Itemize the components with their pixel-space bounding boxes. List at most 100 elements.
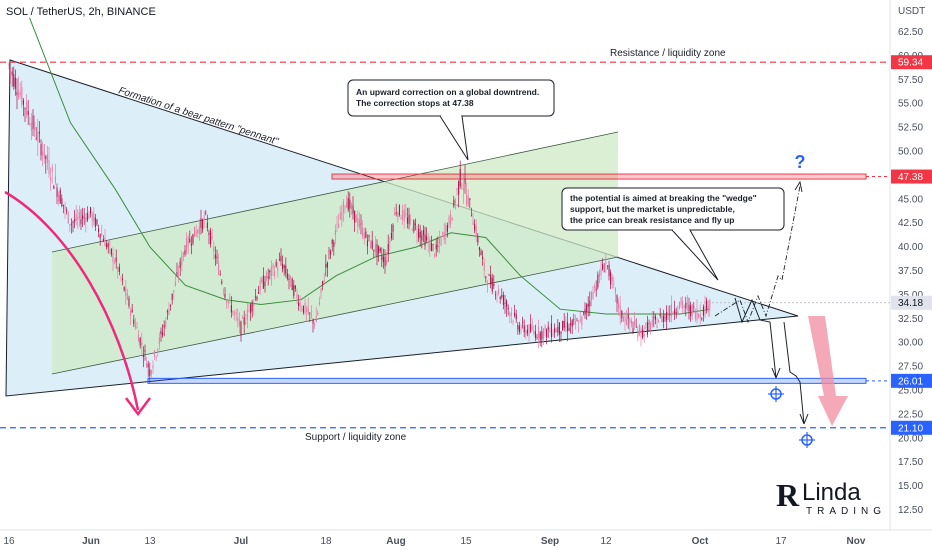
candle-body	[432, 244, 434, 245]
candle-body	[594, 285, 596, 289]
y-tick-label: 55.00	[898, 99, 923, 110]
candle-body	[355, 215, 357, 223]
candle-body	[450, 214, 452, 225]
candle-body	[237, 317, 239, 321]
channel-upper-line	[51, 131, 619, 253]
candle-body	[693, 306, 695, 308]
candle-body	[408, 214, 410, 224]
level-tag-label: 59.34	[898, 58, 923, 69]
x-tick-label: 13	[144, 536, 156, 547]
candle-body	[678, 302, 680, 309]
candle-body	[667, 312, 669, 316]
x-tick-label: Jun	[82, 536, 100, 547]
candle-body	[21, 87, 23, 105]
candle-body	[226, 301, 228, 303]
candle-body	[80, 219, 82, 225]
candle-body	[163, 325, 165, 328]
price-candles	[8, 62, 711, 383]
candle-body	[554, 327, 556, 333]
candle-body	[502, 295, 504, 305]
level-tag	[891, 55, 932, 70]
candle-body	[58, 194, 60, 201]
price-levels	[0, 61, 890, 429]
candle-body	[646, 322, 648, 335]
candle-body	[619, 305, 621, 317]
candle-body	[696, 308, 698, 320]
candle-body	[656, 325, 658, 328]
candle-body	[304, 303, 306, 313]
y-tick-label: 22.50	[898, 409, 923, 420]
curved-arrow-head	[125, 397, 151, 417]
candle-body	[256, 296, 258, 300]
candle-body	[662, 315, 664, 323]
candle-body	[634, 320, 636, 326]
candle-body	[395, 212, 397, 214]
candle-body	[666, 311, 668, 321]
candle-body	[419, 231, 421, 238]
candle-body	[192, 234, 194, 244]
candle-body	[552, 334, 554, 336]
candle-body	[483, 262, 485, 271]
candle-body	[626, 319, 628, 326]
candle-body	[218, 263, 220, 275]
candle-body	[205, 212, 207, 214]
candle-body	[645, 323, 647, 325]
candle-body	[301, 309, 303, 310]
candle-body	[443, 232, 445, 240]
candle-body	[547, 326, 549, 330]
candle-body	[381, 256, 383, 260]
candle-body	[322, 281, 324, 285]
candle-body	[346, 202, 348, 208]
candle-body	[637, 333, 639, 338]
callout-right-line-1: the potential is aimed at breaking the "…	[570, 193, 757, 203]
callout-top-line-2: The correction stops at 47.38	[356, 98, 474, 108]
candle-body	[211, 236, 213, 239]
candle-body	[94, 217, 96, 227]
candle-body	[581, 316, 583, 325]
y-tick-label: 50.00	[898, 147, 923, 158]
candle-body	[709, 300, 711, 308]
candle-body	[182, 252, 184, 257]
candle-body	[128, 298, 130, 307]
candle-body	[490, 275, 492, 285]
callout-right-line-2: support, but the market is unpredictable…	[570, 204, 735, 214]
candle-body	[670, 304, 672, 317]
candle-body	[258, 292, 260, 294]
x-tick-label: Oct	[692, 536, 709, 547]
candle-body	[469, 198, 471, 200]
candle-body	[326, 262, 328, 268]
candle-body	[504, 303, 506, 304]
candle-body	[266, 272, 268, 280]
candle-body	[608, 264, 610, 277]
candle-body	[98, 228, 100, 232]
candle-body	[459, 169, 461, 187]
candle-body	[254, 296, 256, 298]
candle-body	[347, 198, 349, 210]
candle-body	[22, 100, 24, 105]
candle-body	[566, 321, 568, 332]
target-icon	[768, 386, 784, 402]
x-tick-label: Nov	[847, 536, 866, 547]
candle-body	[474, 224, 476, 231]
candle-body	[334, 230, 336, 236]
candle-body	[344, 206, 346, 209]
candle-body	[430, 242, 432, 252]
candle-body	[186, 238, 188, 253]
level-tag-label: 34.18	[898, 298, 923, 309]
candle-body	[139, 337, 141, 346]
candle-body	[190, 243, 192, 246]
candle-body	[104, 237, 106, 247]
candle-body	[629, 318, 631, 323]
candle-body	[253, 303, 255, 307]
candle-body	[387, 244, 389, 255]
candle-body	[184, 250, 186, 255]
candle-body	[125, 287, 127, 296]
candle-body	[42, 151, 44, 156]
y-tick-label: 15.00	[898, 481, 923, 492]
candle-body	[338, 223, 340, 228]
candle-body	[99, 234, 101, 239]
candle-body	[62, 204, 64, 206]
candle-body	[618, 302, 620, 308]
candle-body	[40, 144, 42, 156]
